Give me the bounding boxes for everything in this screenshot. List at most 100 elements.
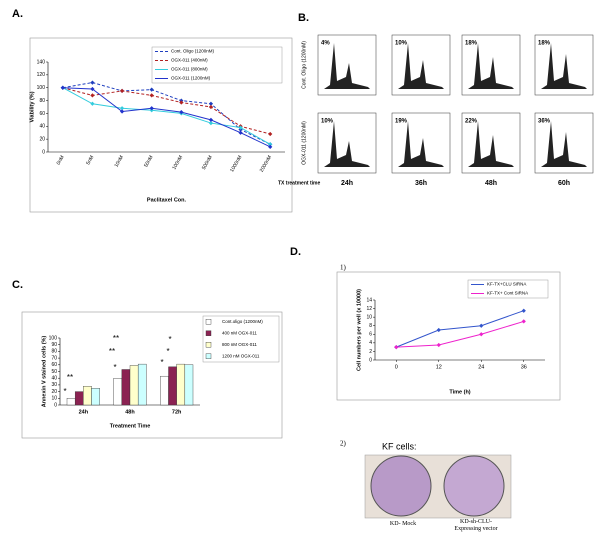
significance-mark: **: [109, 347, 115, 356]
x-axis-title: Time (h): [449, 389, 470, 395]
x-tick-label: 36: [521, 364, 527, 370]
y-tick-label: 100: [49, 335, 58, 341]
point: [208, 117, 214, 122]
point: [521, 308, 526, 313]
y-tick-label: 0: [54, 402, 57, 408]
x-tick-label: 100nM: [171, 155, 184, 171]
x-tick-label: 1000nM: [229, 155, 243, 174]
point: [238, 125, 243, 130]
histogram: [541, 121, 587, 167]
x-tick-label: 24h: [79, 409, 89, 415]
time-label: 48h: [485, 180, 497, 187]
point: [479, 323, 484, 328]
point: [90, 93, 95, 98]
legend-label: Cont. Oligo (1200nM): [171, 49, 215, 54]
point: [238, 130, 243, 135]
point: [90, 86, 95, 92]
legend-label: OGX-011 (400nM): [171, 58, 208, 63]
histogram: [468, 121, 514, 167]
sub-g1-percentage: 19%: [395, 119, 408, 125]
point: [208, 104, 214, 110]
point: [479, 332, 484, 337]
bar: [160, 375, 169, 406]
legend-label: 400 nM OGX-011: [222, 330, 257, 335]
panel-label: D.: [290, 246, 301, 258]
y-tick-label: 80: [51, 349, 57, 355]
y-tick-label: 100: [37, 85, 46, 91]
series-line: [396, 310, 524, 348]
time-label: 60h: [558, 180, 570, 187]
y-tick-label: 60: [39, 111, 45, 117]
y-tick-label: 20: [51, 389, 57, 395]
y-tick-label: 70: [51, 355, 57, 361]
histogram: [468, 43, 514, 89]
y-tick-label: 80: [39, 98, 45, 104]
colony-label: KD-sh-CLU-Expressing vector: [454, 519, 498, 532]
bar: [184, 364, 194, 406]
legend-label: KF-TX+CLU SiRNA: [487, 282, 526, 287]
bar: [121, 369, 131, 406]
panel-label: 1): [340, 264, 347, 272]
point: [119, 88, 125, 94]
x-tick-label: 24: [478, 364, 484, 370]
point: [149, 106, 154, 111]
y-tick-label: 12: [366, 306, 372, 312]
point: [90, 80, 95, 85]
bar: [113, 378, 123, 406]
sub-g1-percentage: 18%: [538, 41, 551, 47]
significance-mark: **: [67, 373, 73, 382]
sub-g1-percentage: 10%: [395, 41, 408, 47]
x-tick-label: 0: [395, 364, 398, 370]
x-tick-label: 72h: [172, 409, 182, 415]
series-line: [62, 82, 271, 145]
bar: [176, 363, 186, 406]
point: [521, 319, 526, 324]
series-line: [396, 320, 524, 348]
y-tick-label: 40: [39, 124, 45, 130]
bar: [66, 398, 76, 406]
panel-frame: [336, 271, 561, 401]
sub-g1-percentage: 36%: [538, 119, 551, 125]
x-axis-title: Treatment Time: [110, 423, 151, 429]
point: [60, 85, 65, 90]
series-line: [62, 87, 271, 135]
point: [90, 101, 95, 106]
bar: [168, 366, 177, 406]
y-tick-label: 50: [51, 369, 57, 375]
point: [268, 142, 273, 147]
sub-g1-percentage: 18%: [465, 41, 478, 47]
point: [394, 345, 399, 350]
legend-label: Cont.oligo (1200nM): [222, 319, 263, 324]
point: [179, 100, 184, 105]
point: [208, 120, 214, 126]
point: [149, 87, 154, 92]
time-label: 24h: [341, 180, 353, 187]
significance-mark: *: [166, 347, 169, 356]
row-label: Cont. Oligo (1200nM): [301, 41, 307, 89]
series-line: [62, 87, 271, 148]
panel-label: A.: [12, 8, 23, 20]
y-tick-label: 40: [51, 376, 57, 382]
legend-swatch: [205, 330, 212, 336]
sub-g1-percentage: 4%: [321, 41, 330, 47]
histogram: [398, 121, 444, 167]
colony-label: KD- Mock: [389, 521, 417, 527]
panel-frame: [29, 37, 293, 213]
y-tick-label: 10: [51, 396, 57, 402]
point: [208, 101, 214, 106]
legend-swatch: [205, 342, 212, 348]
significance-mark: **: [113, 334, 119, 343]
y-tick-label: 140: [37, 59, 46, 65]
point: [436, 327, 441, 333]
y-tick-label: 120: [37, 72, 46, 78]
y-axis-title: Viability (%): [29, 91, 35, 122]
y-tick-label: 20: [39, 136, 45, 142]
y-axis-title: Cell numbers per well (x 10000): [356, 289, 362, 371]
y-axis-title: Annexin V stained cells (%): [41, 336, 47, 408]
row-label: OGX-011 (1200nM): [301, 121, 307, 165]
x-tick-label: 10nM: [113, 155, 124, 169]
point: [179, 110, 184, 115]
colony-well: [443, 455, 505, 517]
series-line: [62, 87, 271, 145]
